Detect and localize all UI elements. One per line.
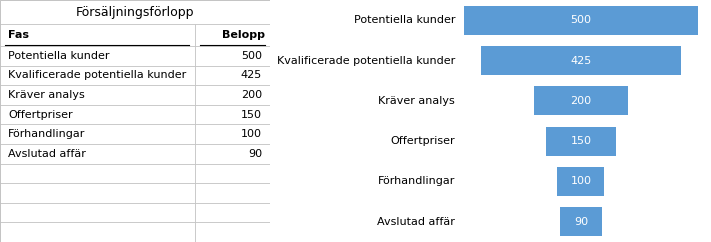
Text: Belopp: Belopp [222,30,264,40]
Text: Kvalificerade potentiella kunder: Kvalificerade potentiella kunder [277,55,455,66]
Text: Offertpriser: Offertpriser [8,110,73,120]
Text: Förhandlingar: Förhandlingar [378,176,455,187]
Text: Avslutad affär: Avslutad affär [8,149,86,159]
FancyBboxPatch shape [557,167,604,196]
Text: Förhandlingar: Förhandlingar [8,129,85,139]
Bar [0,124,195,144]
Text: Offertpriser: Offertpriser [390,136,455,146]
Bar [195,46,270,66]
FancyBboxPatch shape [546,127,616,156]
Text: Försäljningsförlopp: Försäljningsförlopp [76,6,194,19]
Text: Kräver analys: Kräver analys [8,90,85,100]
Text: 90: 90 [248,149,262,159]
Text: 150: 150 [570,136,592,146]
Bar [0,46,195,66]
Text: Avslutad affär: Avslutad affär [377,217,455,227]
FancyBboxPatch shape [560,207,602,236]
Text: 425: 425 [241,70,262,80]
Text: Potentiella kunder: Potentiella kunder [8,51,109,61]
Bar [0,85,195,105]
Text: 100: 100 [241,129,262,139]
Bar [195,144,270,164]
Text: 425: 425 [570,55,592,66]
Text: Kvalificerade potentiella kunder: Kvalificerade potentiella kunder [8,70,186,80]
Bar [0,222,195,242]
Text: 200: 200 [570,96,592,106]
Text: Kräver analys: Kräver analys [378,96,455,106]
Bar [195,85,270,105]
Bar [0,0,270,24]
FancyBboxPatch shape [534,86,628,115]
Bar [0,144,195,164]
Bar [195,124,270,144]
Text: 500: 500 [570,15,592,25]
Text: 150: 150 [241,110,262,120]
FancyBboxPatch shape [464,6,698,35]
Bar [0,24,195,46]
Bar [0,203,195,222]
Bar [195,66,270,85]
Text: 500: 500 [241,51,262,61]
Bar [0,66,195,85]
Bar [195,203,270,222]
Text: Fas: Fas [8,30,29,40]
Bar [195,183,270,203]
Bar [195,24,270,46]
Text: Potentiella kunder: Potentiella kunder [353,15,455,25]
Text: 200: 200 [241,90,262,100]
Bar [195,222,270,242]
Bar [195,105,270,124]
Bar [0,164,195,183]
Bar [195,164,270,183]
Bar [0,183,195,203]
Bar [0,105,195,124]
Text: 100: 100 [570,176,592,187]
Text: 90: 90 [574,217,588,227]
FancyBboxPatch shape [481,46,680,75]
